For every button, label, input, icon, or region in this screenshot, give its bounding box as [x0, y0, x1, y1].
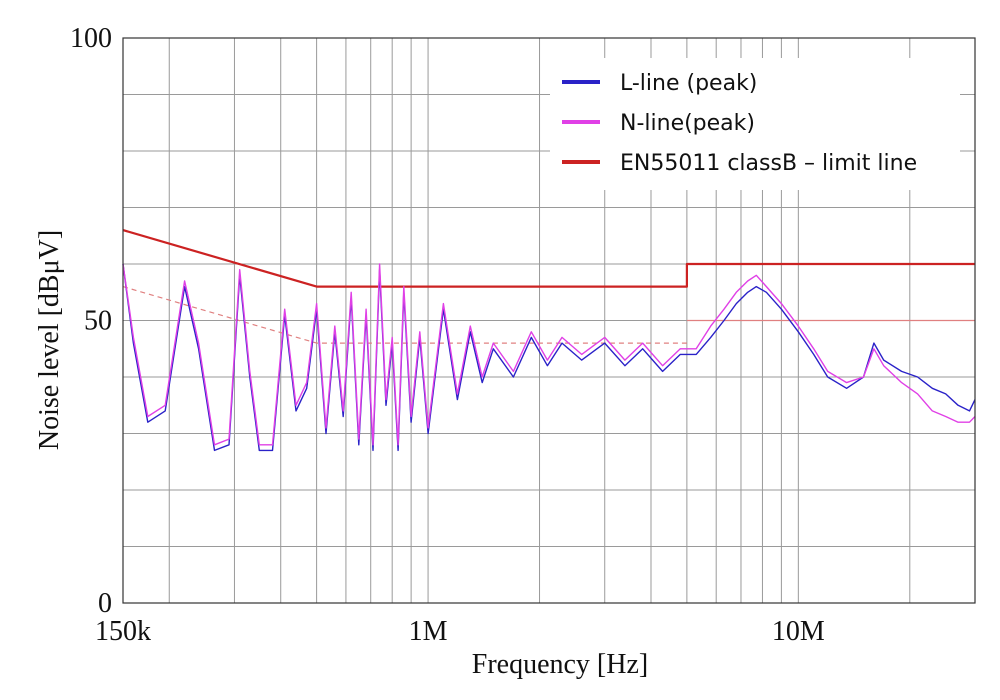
x-tick-label: 1M [409, 616, 448, 647]
tick-labels: 150k 1M 10M 0 50 100 [70, 23, 825, 647]
legend: L-line (peak) N-line(peak) EN55011 classB … [550, 58, 960, 190]
x-tick-label: 10M [772, 616, 825, 647]
series-limit-line-secondary [122, 286, 687, 344]
x-tick-label: 150k [95, 616, 151, 647]
y-tick-label: 50 [84, 306, 112, 337]
legend-box [550, 58, 960, 190]
y-axis-label: Noise level [dBμV] [34, 230, 65, 450]
x-axis-label: Frequency [Hz] [472, 649, 648, 680]
plot-frame [122, 37, 976, 604]
series-n-line [122, 263, 976, 446]
y-tick-label: 0 [98, 588, 112, 619]
series-layer [122, 229, 976, 452]
series-limit-line [122, 229, 975, 288]
y-tick-label: 100 [70, 23, 112, 54]
legend-label: N-line(peak) [620, 111, 755, 136]
legend-label: EN55011 classB – limit line [620, 151, 917, 176]
legend-label: L-line (peak) [620, 71, 757, 96]
